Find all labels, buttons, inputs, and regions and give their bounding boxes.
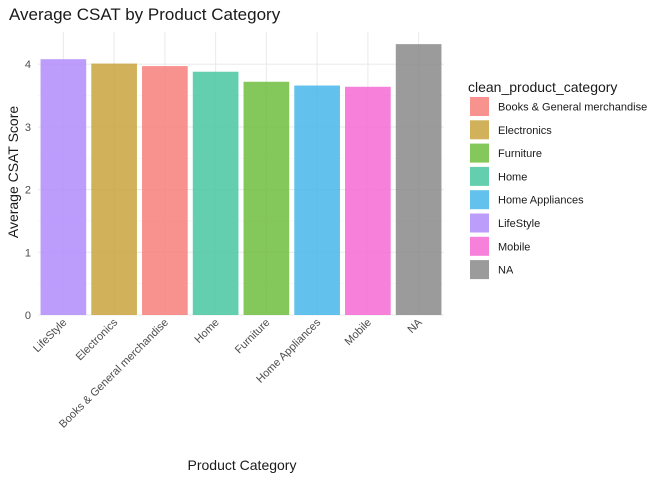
legend-swatch <box>470 236 489 256</box>
x-tick-label: Furniture <box>233 317 273 357</box>
y-tick-label: 0 <box>25 310 31 322</box>
legend-label: Home <box>498 171 527 183</box>
y-tick-label: 1 <box>25 247 31 259</box>
bar-furniture <box>243 81 290 315</box>
legend-swatch <box>470 260 489 280</box>
legend-label: NA <box>498 265 514 277</box>
y-tick-label: 3 <box>25 122 31 134</box>
legend-swatch <box>470 166 489 186</box>
legend-swatch <box>470 120 489 140</box>
x-tick-label: LifeStyle <box>31 317 69 355</box>
legend-swatch <box>470 190 489 210</box>
x-tick-label: Electronics <box>74 316 121 363</box>
x-tick-label: Books & General merchandise <box>57 317 171 431</box>
x-tick-label: Home <box>193 317 222 346</box>
y-tick-label: 4 <box>25 59 31 71</box>
legend-swatch <box>470 213 489 233</box>
legend-swatch <box>470 143 489 163</box>
bars <box>40 44 442 316</box>
bar-mobile <box>345 86 391 315</box>
legend-label: LifeStyle <box>498 218 540 230</box>
legend-items: Books & General merchandise Electronics Fu… <box>470 97 647 280</box>
legend-title: clean_product_category <box>468 79 617 95</box>
bar-books-general-merchandise <box>142 66 188 316</box>
legend-label: Furniture <box>498 148 542 160</box>
legend-swatch <box>470 97 489 116</box>
y-tick-label: 2 <box>25 185 31 197</box>
x-tick-label: NA <box>405 316 425 336</box>
bar-home <box>192 71 239 315</box>
bar-electronics <box>91 63 137 316</box>
legend-label: Books & General merchandise <box>498 102 647 114</box>
y-axis-title: Average CSAT Score <box>5 106 21 239</box>
legend-label: Electronics <box>498 125 552 137</box>
legend-label: Home Appliances <box>498 195 584 207</box>
x-axis-title: Product Category <box>188 457 297 473</box>
legend: clean_product_category Books & General m… <box>468 79 647 280</box>
x-tick-label: Mobile <box>343 317 374 348</box>
chart-title: Average CSAT by Product Category <box>9 5 281 24</box>
y-axis-ticks: 0 1 2 3 4 <box>25 59 31 322</box>
bar-na <box>395 44 442 316</box>
bar-lifestyle <box>40 59 87 316</box>
bar-home-appliances <box>294 85 340 315</box>
legend-label: Mobile <box>498 241 530 253</box>
